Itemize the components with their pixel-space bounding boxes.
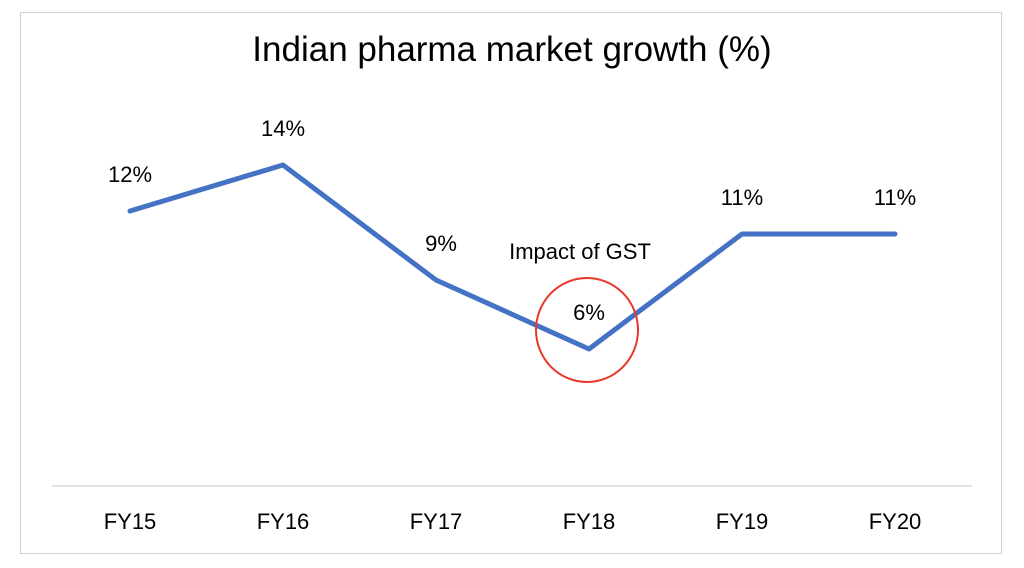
chart-frame [20, 12, 1002, 554]
x-tick-label-fy15: FY15 [104, 509, 157, 534]
x-tick-label-fy20: FY20 [869, 509, 922, 534]
data-label-fy19: 11% [721, 185, 763, 210]
x-tick-label-fy19: FY19 [716, 509, 769, 534]
data-labels: 12% 14% 9% 6% 11% 11% [108, 116, 916, 325]
highlight-circle [535, 277, 639, 383]
data-label-fy16: 14% [261, 116, 305, 141]
annotation-text: Impact of GST [509, 239, 651, 264]
data-label-fy15: 12% [108, 162, 152, 187]
series-line [127, 162, 898, 352]
x-tick-label-fy18: FY18 [563, 509, 616, 534]
x-axis-tick-labels: FY15 FY16 FY17 FY18 FY19 FY20 [104, 509, 922, 534]
x-tick-label-fy17: FY17 [410, 509, 463, 534]
data-label-fy18: 6% [573, 300, 605, 325]
data-label-fy20: 11% [874, 185, 916, 210]
chart-title: Indian pharma market growth (%) [252, 30, 772, 69]
data-label-fy17: 9% [425, 231, 457, 256]
x-tick-label-fy16: FY16 [257, 509, 310, 534]
